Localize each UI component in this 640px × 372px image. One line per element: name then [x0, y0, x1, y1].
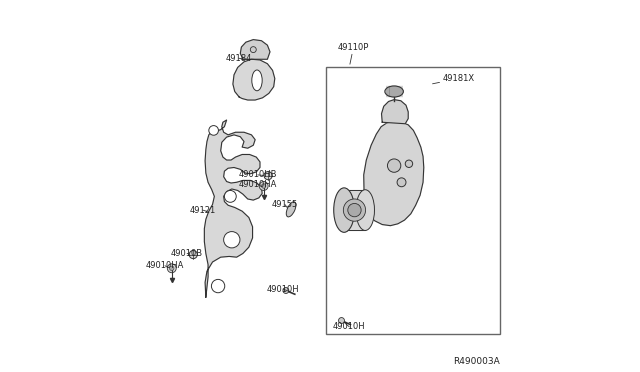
Text: R490003A: R490003A — [453, 357, 500, 366]
Circle shape — [223, 232, 240, 248]
Text: 49010HA: 49010HA — [146, 261, 184, 270]
Text: 49121: 49121 — [189, 206, 216, 215]
Text: 49181X: 49181X — [433, 74, 474, 84]
Ellipse shape — [286, 202, 296, 217]
Ellipse shape — [333, 188, 355, 232]
Polygon shape — [233, 59, 275, 100]
Circle shape — [225, 190, 236, 202]
Circle shape — [343, 199, 365, 221]
Circle shape — [250, 46, 256, 52]
Text: 49010H: 49010H — [267, 285, 300, 294]
Circle shape — [387, 159, 401, 172]
Text: 49110P: 49110P — [338, 42, 369, 64]
Circle shape — [405, 160, 413, 167]
Circle shape — [189, 250, 197, 259]
Bar — [326, 67, 500, 334]
Polygon shape — [344, 190, 365, 231]
Circle shape — [167, 264, 176, 273]
Text: 49010HA: 49010HA — [239, 180, 277, 189]
Circle shape — [262, 184, 266, 188]
Circle shape — [348, 203, 361, 217]
Text: 49010B: 49010B — [171, 249, 203, 258]
Polygon shape — [204, 120, 262, 297]
Ellipse shape — [356, 190, 374, 231]
Text: 49155: 49155 — [272, 200, 298, 209]
Text: 49184: 49184 — [225, 54, 252, 62]
Circle shape — [283, 288, 289, 294]
Circle shape — [170, 266, 174, 270]
Polygon shape — [381, 100, 408, 124]
Circle shape — [211, 279, 225, 293]
Circle shape — [259, 182, 268, 190]
Circle shape — [209, 126, 218, 135]
Ellipse shape — [252, 70, 262, 91]
Ellipse shape — [385, 86, 403, 97]
Text: 49010HB: 49010HB — [239, 170, 277, 179]
Polygon shape — [240, 39, 270, 59]
Circle shape — [397, 178, 406, 187]
Circle shape — [339, 318, 344, 324]
Polygon shape — [364, 121, 424, 226]
Text: 49010H: 49010H — [333, 322, 365, 331]
Circle shape — [264, 171, 272, 180]
